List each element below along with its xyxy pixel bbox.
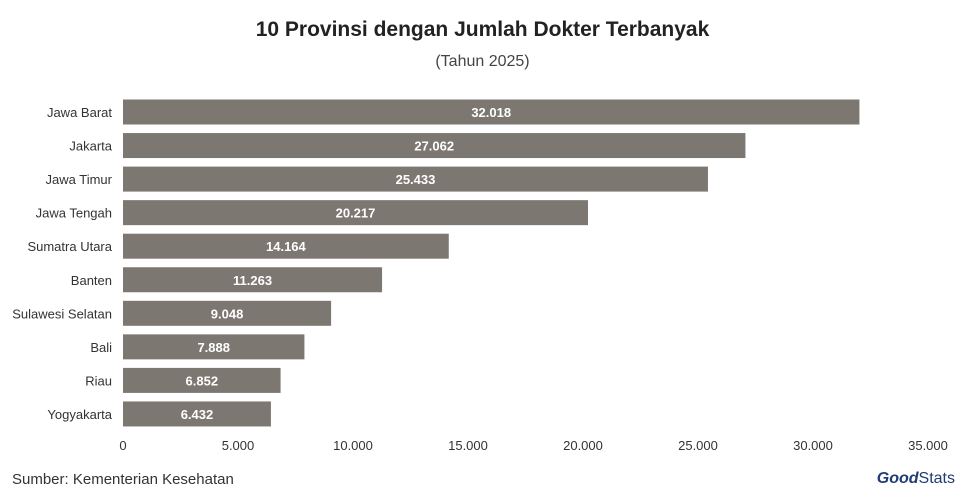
x-tick-label: 20.000 [563, 438, 603, 453]
source-note: Sumber: Kementerian Kesehatan [12, 471, 234, 488]
bar [123, 300, 332, 326]
value-label: 20.217 [336, 206, 376, 221]
x-tick-label: 5.000 [222, 438, 255, 453]
logo-stats-text: Stats [918, 470, 955, 487]
value-label: 6.852 [186, 373, 219, 388]
category-label: Sulawesi Selatan [12, 306, 112, 321]
x-tick-label: 25.000 [678, 438, 718, 453]
bar [123, 133, 746, 159]
bar [123, 401, 271, 427]
x-tick-label: 15.000 [448, 438, 488, 453]
goodstats-logo: GoodStats [877, 470, 955, 488]
value-label: 7.888 [197, 340, 230, 355]
x-tick-label: 30.000 [793, 438, 833, 453]
x-axis-ticks: 0 5.000 10.000 15.000 20.000 25.000 30.000 35.0… [119, 438, 948, 453]
category-label: Jawa Timur [46, 172, 113, 187]
bars-layer [123, 99, 860, 427]
category-label: Riau [85, 373, 112, 388]
bar [123, 200, 588, 226]
category-labels: Jawa Barat Jakarta Jawa Timur Jawa Tengah Su… [12, 105, 112, 422]
category-label: Jawa Tengah [36, 206, 112, 221]
bar [123, 334, 305, 360]
x-tick-label: 10.000 [333, 438, 373, 453]
bar [123, 267, 383, 293]
chart-subtitle: (Tahun 2025) [435, 53, 530, 70]
value-label: 9.048 [211, 306, 244, 321]
x-tick-label: 35.000 [908, 438, 948, 453]
bar [123, 99, 860, 125]
value-label: 6.432 [181, 407, 214, 422]
value-labels: 32.018 27.062 25.433 20.217 14.164 11.263 9.04… [181, 105, 511, 422]
logo-good-text: Good [876, 470, 919, 487]
value-label: 11.263 [233, 273, 272, 288]
bar [123, 166, 708, 192]
category-label: Sumatra Utara [27, 239, 112, 254]
bar [123, 233, 449, 259]
category-label: Yogyakarta [47, 407, 112, 422]
category-label: Jawa Barat [47, 105, 112, 120]
category-label: Jakarta [69, 139, 112, 154]
value-label: 27.062 [414, 139, 454, 154]
x-tick-label: 0 [119, 438, 126, 453]
value-label: 32.018 [471, 105, 511, 120]
category-label: Bali [90, 340, 112, 355]
bar [123, 367, 281, 393]
category-label: Banten [71, 273, 112, 288]
chart-title: 10 Provinsi dengan Jumlah Dokter Terbany… [255, 18, 710, 41]
value-label: 25.433 [396, 172, 436, 187]
value-label: 14.164 [266, 239, 307, 254]
